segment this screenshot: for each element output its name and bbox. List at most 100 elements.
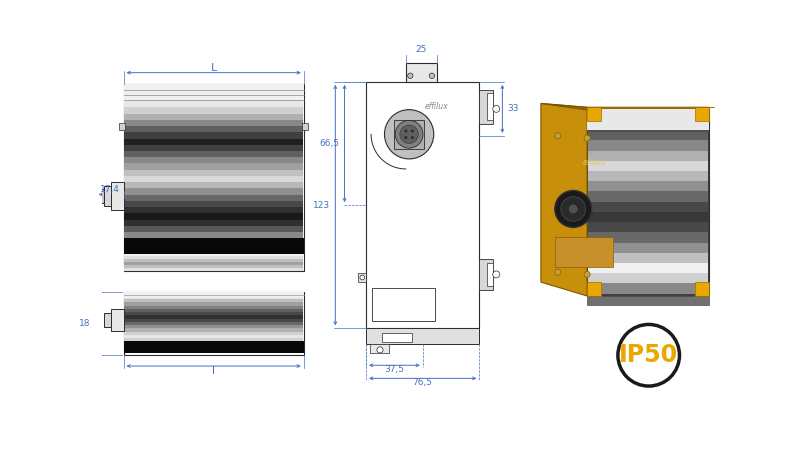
Bar [588, 273, 708, 284]
Bar [588, 151, 708, 161]
Bar [587, 130, 709, 132]
Bar [124, 302, 303, 305]
Text: 37,5: 37,5 [385, 365, 405, 374]
Text: 66,5: 66,5 [319, 139, 339, 148]
Bar [123, 84, 304, 271]
Bar [695, 107, 709, 121]
Circle shape [360, 275, 365, 280]
Bar [588, 284, 708, 294]
Bar [366, 328, 479, 344]
Bar [119, 123, 125, 131]
Circle shape [618, 324, 679, 386]
Bar [124, 201, 303, 207]
Bar [124, 157, 303, 164]
Bar [358, 273, 366, 282]
Text: effilux: effilux [425, 102, 448, 111]
Circle shape [554, 269, 561, 275]
Bar [124, 126, 303, 132]
Bar [479, 259, 493, 290]
Text: L: L [210, 63, 217, 73]
Bar [370, 344, 390, 353]
Circle shape [377, 347, 383, 353]
Bar [124, 226, 303, 232]
Circle shape [395, 120, 423, 148]
Bar [124, 195, 303, 201]
Bar [96, 189, 103, 203]
Bar [124, 188, 303, 195]
Circle shape [570, 205, 577, 213]
Bar [588, 171, 708, 181]
Bar [588, 161, 708, 171]
Bar [406, 63, 437, 82]
Circle shape [404, 136, 407, 139]
Bar [366, 82, 479, 328]
Bar [124, 101, 303, 107]
Bar [588, 263, 708, 273]
Bar [588, 181, 708, 191]
Bar [124, 254, 303, 256]
Bar [302, 123, 308, 131]
Bar [487, 93, 493, 120]
Bar [587, 109, 709, 131]
Bar [124, 332, 303, 335]
Circle shape [430, 73, 434, 78]
Bar [588, 243, 708, 253]
Bar [123, 238, 304, 254]
Circle shape [584, 271, 590, 278]
Bar [124, 335, 303, 338]
Bar [124, 305, 303, 309]
Bar [123, 341, 304, 353]
Bar [124, 256, 303, 259]
Circle shape [385, 109, 434, 159]
Bar [382, 333, 412, 342]
Bar [587, 282, 601, 296]
Circle shape [408, 73, 413, 78]
Bar [124, 262, 303, 265]
Text: 17,4: 17,4 [100, 185, 120, 194]
Polygon shape [541, 104, 587, 296]
Circle shape [561, 196, 586, 221]
Bar [124, 296, 303, 299]
Bar [587, 296, 709, 305]
Text: 76,5: 76,5 [413, 378, 433, 387]
Bar [124, 338, 303, 341]
Bar [124, 259, 303, 262]
Bar [124, 120, 303, 126]
Bar [124, 265, 303, 268]
Circle shape [404, 130, 407, 132]
Text: 123: 123 [313, 201, 330, 210]
Bar [111, 309, 123, 331]
Bar [124, 325, 303, 328]
Bar [124, 138, 303, 145]
Bar [124, 145, 303, 151]
Bar [124, 312, 303, 316]
Bar [554, 237, 613, 267]
Bar [588, 130, 708, 140]
Circle shape [400, 125, 418, 143]
Circle shape [411, 130, 414, 132]
Bar [587, 107, 709, 296]
Bar [124, 176, 303, 182]
Bar [587, 107, 601, 121]
Bar [588, 232, 708, 243]
Bar [479, 90, 493, 124]
Bar [372, 288, 435, 321]
Circle shape [584, 135, 590, 141]
Bar [124, 114, 303, 120]
Circle shape [554, 133, 561, 139]
Bar [124, 151, 303, 157]
Text: 33: 33 [507, 104, 518, 114]
Bar [124, 207, 303, 213]
Polygon shape [541, 104, 709, 126]
Bar [123, 292, 304, 355]
Bar [124, 328, 303, 332]
Bar [124, 219, 303, 226]
Bar [123, 292, 304, 298]
Text: 18: 18 [79, 319, 90, 328]
Bar [588, 202, 708, 212]
Text: 25: 25 [415, 45, 427, 54]
Circle shape [554, 191, 592, 228]
Bar [123, 84, 304, 101]
Bar [124, 164, 303, 170]
Bar [588, 109, 708, 120]
